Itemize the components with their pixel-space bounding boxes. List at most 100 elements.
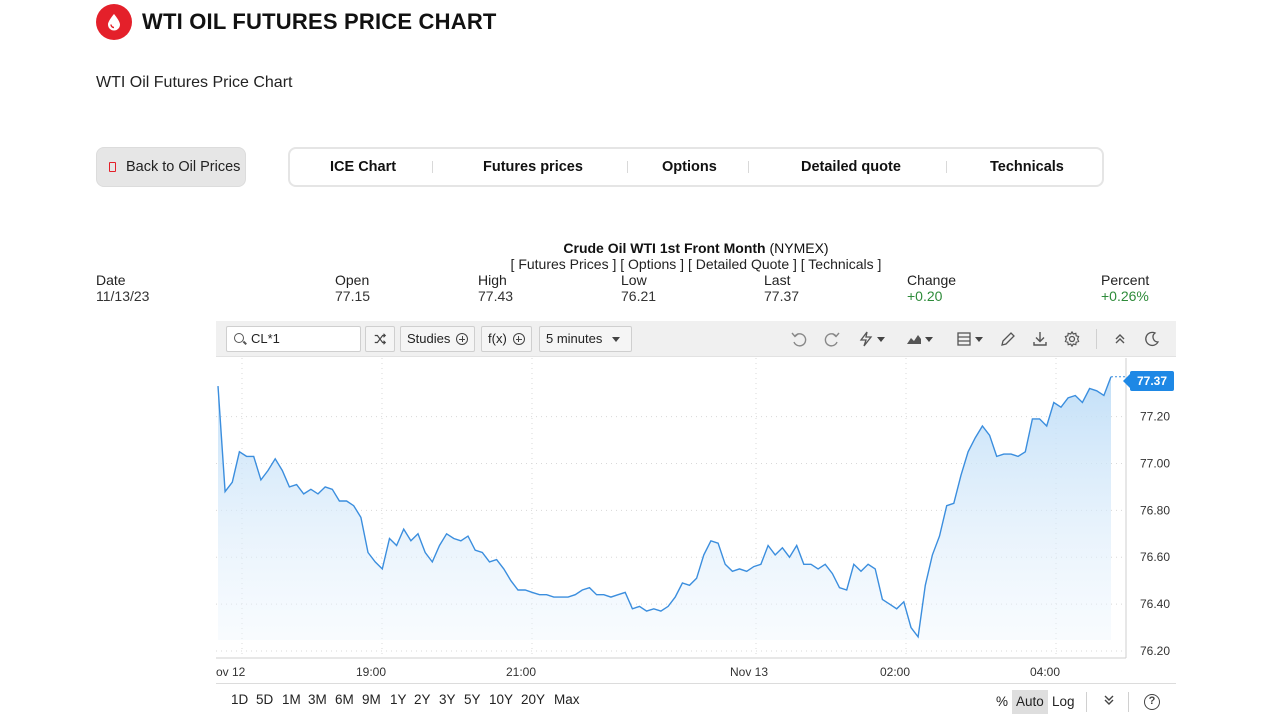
- stat-label: Change: [907, 272, 957, 288]
- y-tick-label: 76.80: [1140, 503, 1170, 517]
- tab-futures-prices[interactable]: Futures prices: [483, 159, 583, 175]
- chart-toolbar: CL*1 Studies f(x) 5 minutes: [216, 321, 1176, 357]
- stat-label: Low: [621, 272, 647, 288]
- tab-divider: [946, 161, 947, 173]
- chevron-down-icon: [975, 336, 983, 342]
- toolbar-divider: [1096, 329, 1097, 349]
- page-header: WTI OIL FUTURES PRICE CHART: [96, 4, 497, 40]
- collapse-icon[interactable]: [1110, 329, 1130, 349]
- range-20y[interactable]: 20Y: [521, 692, 546, 707]
- toolbar-divider: [1128, 692, 1129, 712]
- events-dropdown[interactable]: [854, 329, 888, 349]
- scale-log[interactable]: Log: [1052, 694, 1075, 709]
- range-1y[interactable]: 1Y: [390, 692, 407, 707]
- chevron-down-icon: [877, 336, 885, 342]
- range-9m[interactable]: 9M: [362, 692, 381, 707]
- range-3m[interactable]: 3M: [308, 692, 327, 707]
- dark-mode-icon[interactable]: [1142, 329, 1162, 349]
- scale-auto[interactable]: Auto: [1012, 690, 1048, 714]
- back-button-label: Back to Oil Prices: [126, 159, 241, 175]
- quote-title: Crude Oil WTI 1st Front Month (NYMEX): [0, 240, 1280, 256]
- scale-percent[interactable]: %: [996, 694, 1009, 709]
- back-to-oil-prices-button[interactable]: Back to Oil Prices: [96, 147, 246, 187]
- pencil-icon[interactable]: [998, 329, 1018, 349]
- lightning-icon: [859, 331, 873, 347]
- functions-button[interactable]: f(x): [481, 326, 532, 352]
- chevron-down-icon: [925, 336, 933, 342]
- range-5y[interactable]: 5Y: [464, 692, 481, 707]
- tab-detailed-quote[interactable]: Detailed quote: [801, 159, 901, 175]
- studies-button[interactable]: Studies: [400, 326, 476, 352]
- stat-value: 11/13/23: [96, 288, 150, 304]
- page-title: WTI OIL FUTURES PRICE CHART: [142, 9, 497, 34]
- stat-percent: Percent +0.26%: [1101, 272, 1149, 304]
- y-tick-label: 76.40: [1140, 597, 1170, 611]
- stat-value: 77.43: [478, 288, 514, 304]
- price-area: [218, 376, 1111, 640]
- range-10y[interactable]: 10Y: [489, 692, 514, 707]
- x-tick-label: 21:00: [506, 665, 536, 679]
- oil-drop-icon: [96, 4, 132, 40]
- stat-value: 77.15: [335, 288, 371, 304]
- search-icon: [234, 333, 244, 343]
- studies-label: Studies: [407, 331, 451, 346]
- stat-value: +0.20: [907, 288, 943, 304]
- add-circle-icon: [512, 333, 525, 345]
- stat-high: High 77.43: [478, 272, 513, 304]
- stat-date: Date 11/13/23: [96, 272, 149, 304]
- stat-label: High: [478, 272, 507, 288]
- stat-label: Date: [96, 272, 126, 288]
- x-tick-label: 04:00: [1030, 665, 1060, 679]
- price-line: [217, 376, 1112, 639]
- help-icon[interactable]: ?: [1144, 694, 1160, 710]
- symbol-value: CL*1: [251, 331, 280, 346]
- tab-options[interactable]: Options: [662, 159, 717, 175]
- undo-icon[interactable]: [789, 329, 809, 349]
- shuffle-icon: [374, 333, 387, 345]
- y-tick-label: 76.60: [1140, 550, 1170, 564]
- price-chart[interactable]: 77.20 77.00 76.80 76.60 76.40 76.20 ov 12 19:00…: [216, 358, 1176, 683]
- layout-dropdown[interactable]: [952, 329, 986, 349]
- stat-label: Last: [764, 272, 791, 288]
- tab-divider: [748, 161, 749, 173]
- area-chart-icon: [907, 335, 921, 344]
- chart-type-dropdown[interactable]: [902, 329, 936, 349]
- toolbar-divider: [1086, 692, 1087, 712]
- x-tick-label: Nov 13: [730, 665, 768, 679]
- instrument-name: Crude Oil WTI 1st Front Month: [563, 240, 766, 256]
- x-tick-label: ov 12: [216, 665, 246, 679]
- range-5d[interactable]: 5D: [256, 692, 274, 707]
- chart-widget: CL*1 Studies f(x) 5 minutes: [216, 321, 1176, 720]
- interval-select[interactable]: 5 minutes: [539, 326, 632, 352]
- tab-ice-chart[interactable]: ICE Chart: [330, 159, 397, 175]
- stat-value: 76.21: [621, 288, 657, 304]
- stat-last: Last 77.37: [764, 272, 799, 304]
- range-6m[interactable]: 6M: [335, 692, 354, 707]
- range-max[interactable]: Max: [554, 692, 580, 707]
- exchange-name: (NYMEX): [769, 240, 829, 256]
- stat-value: 77.37: [764, 288, 800, 304]
- expand-down-icon[interactable]: [1102, 693, 1116, 710]
- y-tick-label: 77.20: [1140, 410, 1170, 424]
- stat-label: Percent: [1101, 272, 1150, 288]
- stat-low: Low 76.21: [621, 272, 656, 304]
- tab-divider: [432, 161, 433, 173]
- range-2y[interactable]: 2Y: [414, 692, 431, 707]
- symbol-search-input[interactable]: CL*1: [226, 326, 361, 352]
- stat-label: Open: [335, 272, 370, 288]
- interval-value: 5 minutes: [546, 331, 603, 346]
- range-1d[interactable]: 1D: [231, 692, 249, 707]
- add-circle-icon: [456, 333, 469, 345]
- compare-button[interactable]: [365, 326, 395, 352]
- download-icon[interactable]: [1030, 329, 1050, 349]
- stat-open: Open 77.15: [335, 272, 370, 304]
- y-tick-label: 76.20: [1140, 644, 1170, 658]
- redo-icon[interactable]: [822, 329, 842, 349]
- tab-technicals[interactable]: Technicals: [990, 159, 1064, 175]
- range-3y[interactable]: 3Y: [439, 692, 456, 707]
- gear-icon[interactable]: [1062, 329, 1082, 349]
- stat-change: Change +0.20: [907, 272, 956, 304]
- quote-links[interactable]: [ Futures Prices ] [ Options ] [ Detaile…: [510, 256, 882, 272]
- fx-label: f(x): [488, 331, 507, 346]
- range-1m[interactable]: 1M: [282, 692, 301, 707]
